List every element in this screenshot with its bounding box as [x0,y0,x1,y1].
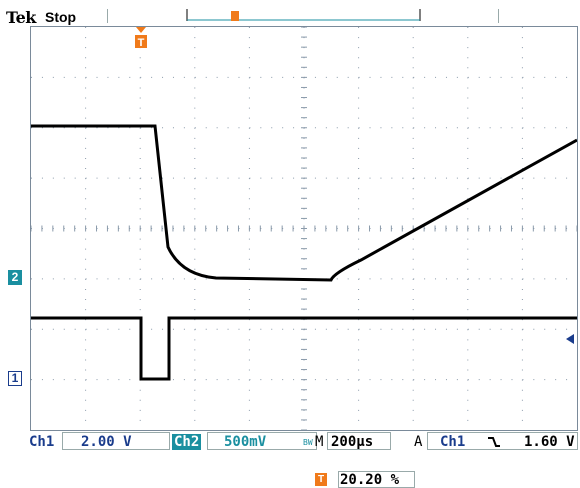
bandwidth-limit-icon: BW [303,438,313,447]
ch1-scale: 2.00 V [81,434,132,450]
ch2-scale: 500mV [224,434,267,450]
ch1-trace [31,316,577,381]
ch1-scale-box[interactable] [62,432,170,450]
acquisition-state: Stop [45,9,77,25]
timebase-box[interactable] [327,432,391,450]
divider [107,9,108,23]
trigger-box[interactable] [427,432,578,450]
graticule [31,27,577,430]
trigger-position-marker[interactable]: T [134,27,148,49]
divider [498,9,499,23]
ch1-ground-marker[interactable]: 1 [8,371,22,386]
ch2-scale-box[interactable] [207,432,317,450]
trigger-source: Ch1 [440,434,466,450]
ch2-ground-marker[interactable]: 2 [8,270,22,285]
horizontal-position-value: 20.20 % [340,472,400,488]
trigger-level: 1.60 V [524,434,575,450]
trigger-mode: A [414,434,423,450]
record-length-bar [186,9,421,21]
trigger-level-arrow-icon[interactable] [566,334,574,344]
timebase-value: 200µs [331,434,374,450]
timebase-prefix: M [315,434,324,450]
top-bar: Tek Stop [0,0,580,27]
ch2-trace [31,124,577,282]
waveform-display[interactable] [30,26,578,431]
brand-logo: Tek [6,8,36,27]
ch1-label[interactable]: Ch1 [29,434,55,450]
ch2-label[interactable]: Ch2 [172,434,202,450]
trigger-position-icon: T [315,473,327,486]
status-bar: Ch1 2.00 V Ch2 500mV BW M 200µs A Ch1 1.… [29,432,578,452]
falling-edge-icon [488,437,500,447]
trigger-marker-letter: T [138,37,145,49]
